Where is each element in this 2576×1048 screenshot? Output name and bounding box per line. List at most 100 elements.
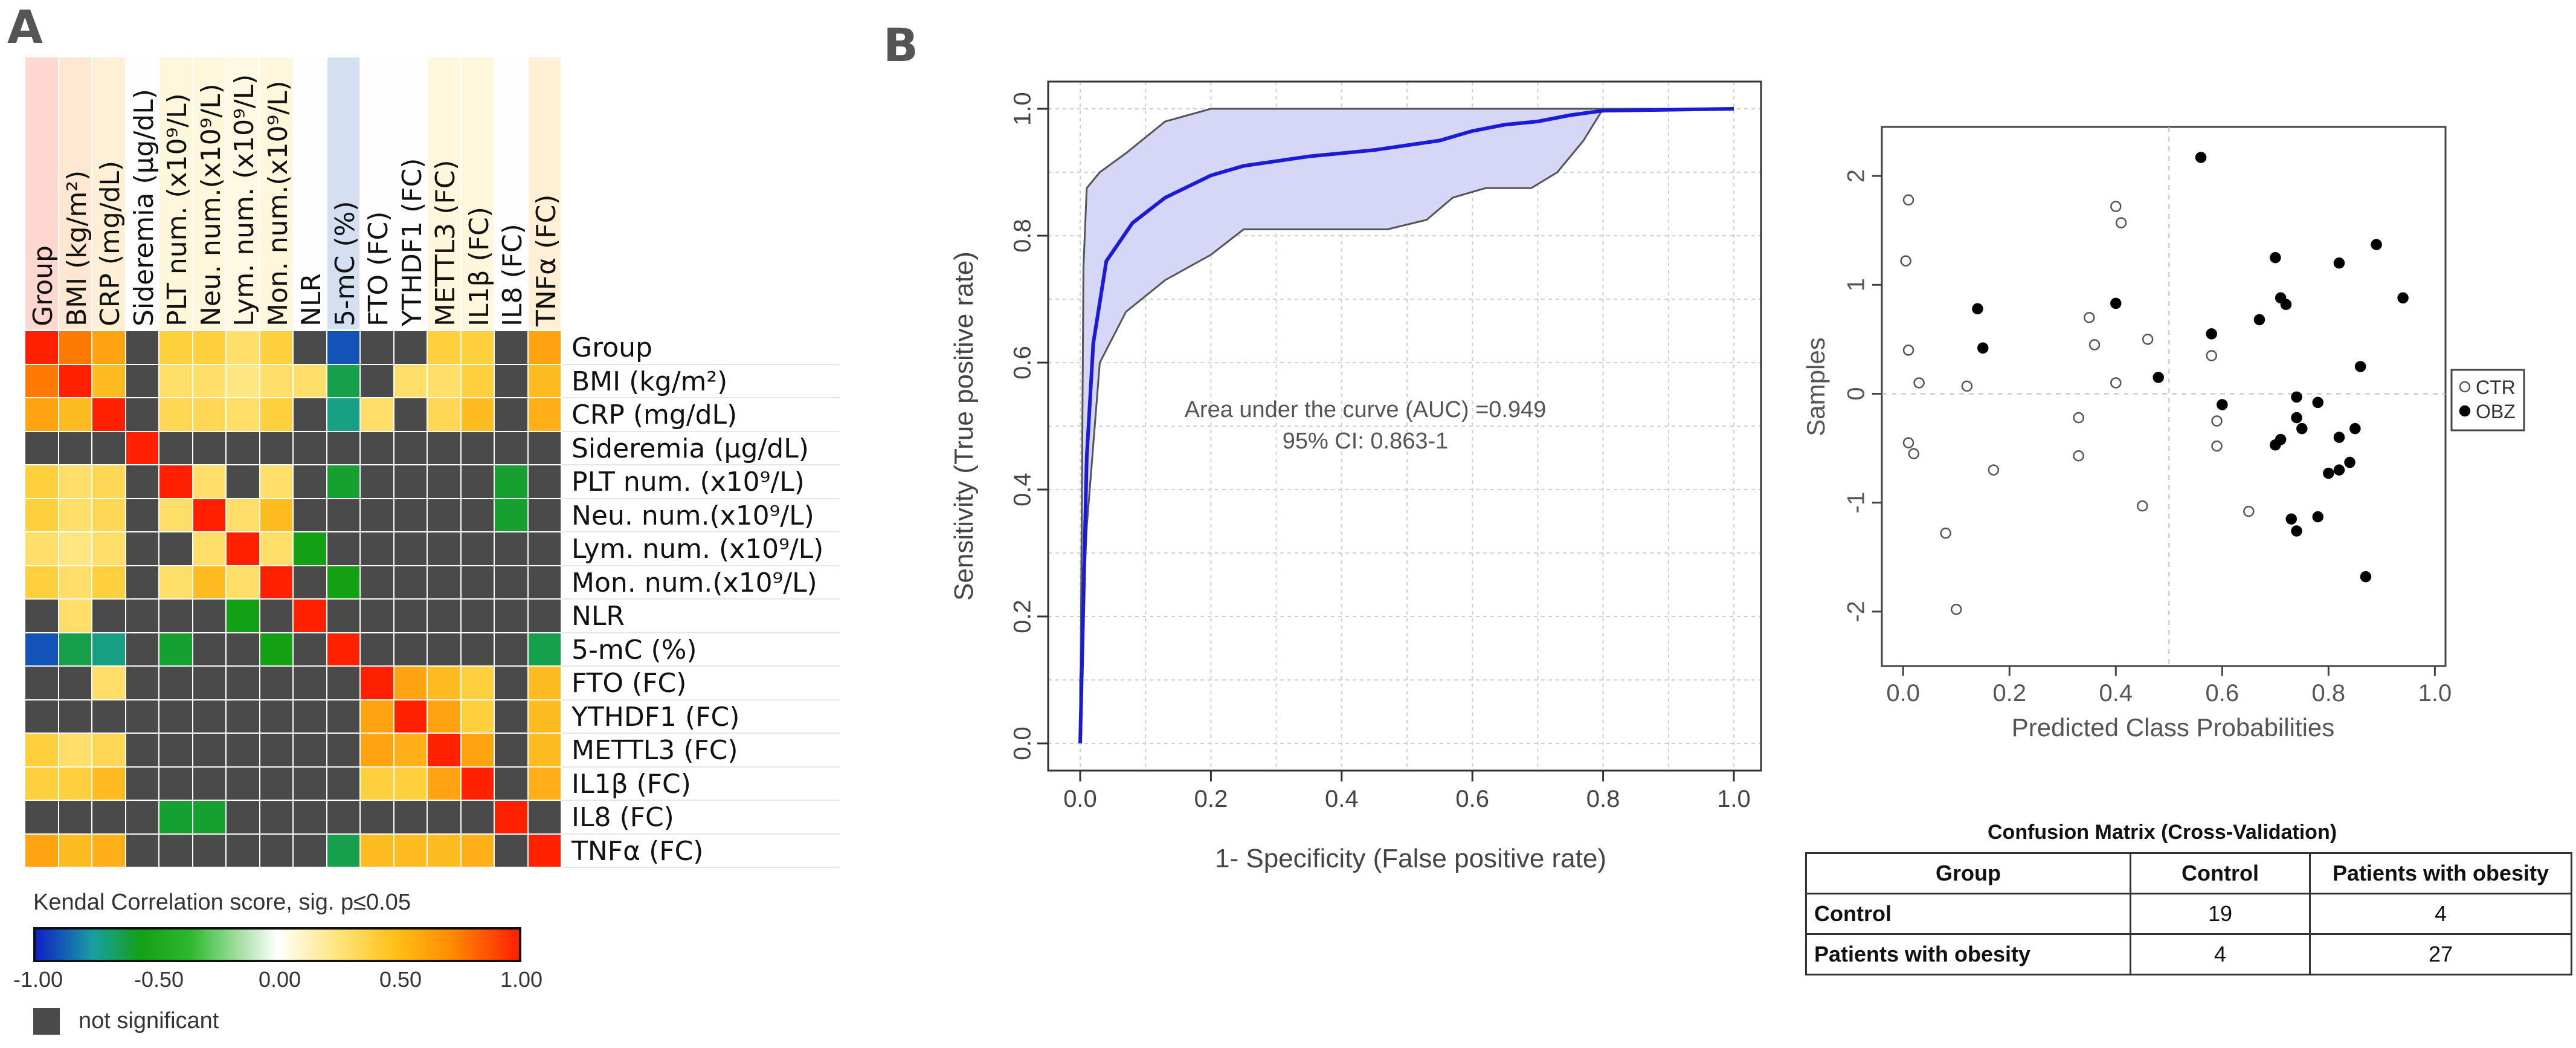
heatmap-row-separator [562,531,840,532]
heatmap-cell [394,767,427,800]
scatter-point-obz [2349,422,2361,435]
heatmap-cell [361,734,393,766]
heatmap-cell [327,767,359,800]
heatmap-column-label: Group [28,245,59,326]
roc-y-tick-label: 0.2 [1009,600,1036,633]
scatter-x-axis-label: Predicted Class Probabilities [2012,713,2335,742]
heatmap-cell [227,667,259,699]
heatmap-cell [260,331,292,364]
heatmap-cell [159,331,192,364]
heatmap-cell [25,532,58,565]
scatter-point-ctr [1950,604,1962,615]
heatmap-column-label: Sideremia (µg/dL) [128,89,159,326]
heatmap-cell [59,834,91,867]
heatmap-cell [528,667,561,699]
heatmap-cell [193,499,225,531]
heatmap-cell [495,364,527,397]
heatmap-cell [428,398,460,431]
heatmap-cell [528,331,561,364]
heatmap-cell [461,499,494,531]
scatter-point-obz [2333,464,2345,476]
heatmap-cell [126,465,158,498]
heatmap-cell [92,801,125,833]
scatter-point-obz [2312,396,2324,409]
colorbar [33,927,521,962]
scatter-point-obz [2323,467,2334,479]
heatmap-cell [159,700,192,733]
colorbar-tick-label: 1.00 [500,967,543,992]
scatter-x-tick-label: 1.0 [2418,680,2452,707]
heatmap-cell [461,734,494,766]
roc-x-tick-label: 0.2 [1194,786,1228,812]
heatmap-cell [495,566,527,598]
roc-plot-frame [1047,80,1762,772]
legend-marker-obz [2459,405,2471,417]
table-row: Patients with obesity 4 27 [1805,933,2572,975]
scatter-point-obz [1977,342,1989,354]
heatmap-cell [193,633,225,665]
heatmap-cell [495,734,527,766]
heatmap-cell [227,532,259,565]
scatter-point-obz [2291,391,2302,403]
roc-x-tick-label: 0.4 [1325,786,1359,812]
heatmap-cell [193,767,225,800]
heatmap-cell [294,532,326,565]
not-significant-label: not significant [79,1008,219,1033]
heatmap-cell [461,364,494,397]
heatmap-cell [126,398,158,431]
heatmap-row-separator [562,766,840,768]
heatmap-cell [528,432,561,464]
heatmap-cell [193,600,225,632]
heatmap-cell [495,499,527,531]
heatmap-cell [461,398,494,431]
heatmap-cell [495,398,527,431]
heatmap-row-label: IL8 (FC) [572,802,674,833]
heatmap-cell [394,566,427,598]
heatmap-column-label: NLR [296,273,327,326]
heatmap-cell [327,600,359,632]
heatmap-column-label: Neu. num.(x10⁹/L) [195,83,227,326]
heatmap-cell [25,398,58,431]
heatmap-cell [126,331,158,364]
table-header-row: Group Control Patients with obesity [1805,852,2572,894]
heatmap-cell [260,432,292,464]
heatmap-cell [361,499,393,531]
heatmap-cell [294,566,326,598]
heatmap-cell [260,532,292,565]
heatmap-column-strip [394,57,427,329]
heatmap-cell [25,667,58,699]
heatmap-cell [159,432,192,464]
heatmap-cell [59,532,91,565]
heatmap-column-strip [159,57,192,329]
heatmap-cell [327,364,359,397]
heatmap-cell [528,465,561,498]
heatmap-cell [495,331,527,364]
roc-y-tick-label: 0.6 [1009,346,1036,380]
heatmap-cell [92,834,125,867]
heatmap-cell [159,566,192,598]
scatter-point-obz [2312,511,2324,523]
heatmap-cell [361,600,393,632]
scatter-point-obz [2296,422,2308,435]
table-cell: 27 [2309,933,2572,975]
heatmap-cell [126,633,158,665]
heatmap-cell [126,432,158,464]
heatmap-cell [92,432,125,464]
heatmap-cell [59,767,91,800]
heatmap-cell [159,767,192,800]
scatter-point-ctr [2073,450,2084,462]
heatmap-cell [461,633,494,665]
heatmap-cell [193,667,225,699]
colorbar-tick-label: -1.00 [13,967,63,992]
confusion-matrix-table: Group Control Patients with obesity Cont… [1805,852,2572,975]
heatmap-cell [327,566,359,598]
scatter-y-axis-label: Samples [1802,337,1830,436]
heatmap-row-label: Neu. num.(x10⁹/L) [572,500,814,531]
heatmap-cell [227,432,259,464]
scatter-point-obz [2110,297,2122,309]
heatmap-cell [361,633,393,665]
scatter-legend-label: OBZ [2476,401,2516,422]
heatmap-row-label: 5-mC (%) [572,634,697,665]
heatmap-cell [428,566,460,598]
heatmap-row-separator [562,397,840,398]
